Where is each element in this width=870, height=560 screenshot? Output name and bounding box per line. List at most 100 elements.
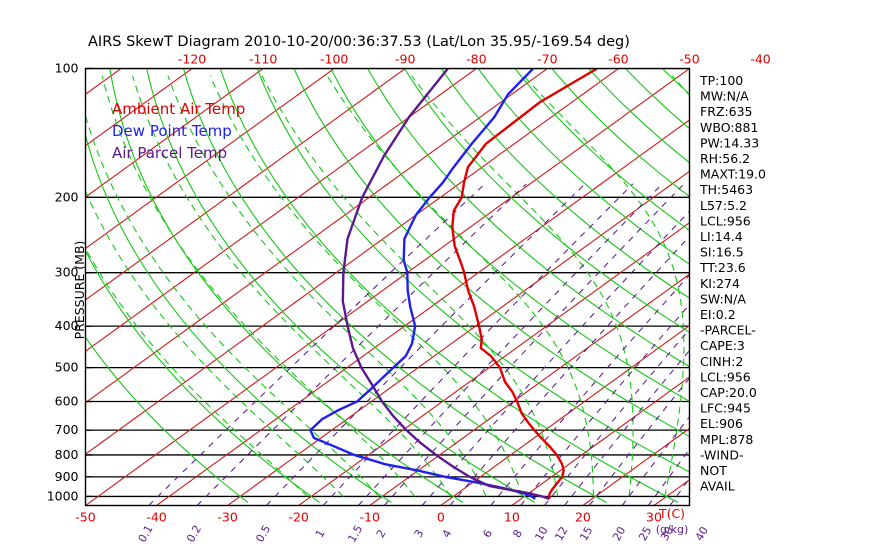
- index-panel-row: EI:0.2: [700, 307, 736, 322]
- moist-adiabat-line: [101, 75, 416, 497]
- pressure-tick-label: 300: [55, 265, 79, 280]
- temperature-tick-label-top: -80: [466, 52, 486, 67]
- mixing-ratio-line: [358, 183, 663, 506]
- isotherm-line: [85, 68, 193, 147]
- temperature-tick-label-bottom: -50: [75, 510, 95, 525]
- moist-adiabat-line: [523, 75, 685, 497]
- index-panel-row: PW:14.33: [700, 135, 759, 150]
- isotherm-line: [227, 170, 690, 506]
- dry-adiabat-line: [256, 68, 690, 473]
- dry-adiabat-line: [293, 68, 690, 438]
- dry-adiabat-line: [551, 68, 690, 198]
- dry-adiabat-line: [85, 336, 249, 503]
- isotherm-line: [440, 324, 690, 506]
- x-axis-label-mixing-ratio: (g/kg): [656, 523, 689, 536]
- pressure-tick-label: 500: [55, 360, 79, 375]
- dry-adiabat-line: [85, 133, 392, 503]
- index-panel-row: CAP:20.0: [700, 385, 757, 400]
- index-panel-row: SW:N/A: [700, 291, 746, 306]
- dry-adiabat-line: [514, 68, 690, 232]
- isotherm-line: [85, 68, 690, 506]
- mixing-ratio-line: [322, 183, 634, 506]
- dry-adiabat-line: [183, 68, 607, 503]
- pressure-tick-label: 600: [55, 393, 79, 408]
- dry-adiabat-line: [404, 68, 690, 333]
- moist-adiabat-line: [85, 190, 344, 497]
- temperature-tick-label-top: -110: [249, 52, 277, 67]
- legend: Ambient Air Temp Dew Point Temp Air Parcel…: [112, 100, 245, 162]
- legend-label-ambient-air-temp: Ambient Air Temp: [112, 100, 245, 118]
- index-panel-row: WBO:881: [700, 120, 758, 135]
- temperature-tick-label-top: -50: [679, 52, 699, 67]
- moist-adiabat-line: [85, 247, 308, 497]
- temperature-tick-label-bottom: 0: [437, 510, 445, 525]
- mixing-ratio-tick-label: 15: [577, 524, 595, 543]
- pressure-tick-label: 400: [55, 318, 79, 333]
- isotherm-line: [85, 68, 406, 301]
- temperature-tick-label-top: -40: [750, 52, 770, 67]
- moist-adiabat-line: [132, 75, 451, 497]
- index-panel-row: -PARCEL-: [700, 323, 756, 338]
- temperature-tick-label-top: -90: [395, 52, 415, 67]
- temperature-tick-label-bottom: -10: [360, 510, 380, 525]
- mixing-ratio-tick-label: 25: [636, 524, 654, 543]
- mixing-ratio-line: [196, 183, 527, 506]
- index-panel-row: -WIND-: [700, 447, 744, 462]
- index-panel-row: CINH:2: [700, 354, 743, 369]
- sounding-index-panel: TP:100MW:N/AFRZ:635WBO:881PW:14.33RH:56.…: [699, 73, 766, 494]
- data-curves: [309, 68, 598, 500]
- mixing-ratio-line: [588, 377, 690, 506]
- page-title: AIRS SkewT Diagram 2010-10-20/00:36:37.5…: [88, 34, 630, 50]
- plot-frame: [84, 67, 691, 507]
- temperature-tick-label-bottom: 30: [646, 510, 662, 525]
- legend-label-dew-point-temp: Dew Point Temp: [112, 122, 232, 140]
- temperature-tick-label-bottom: 10: [504, 510, 520, 525]
- series-air-parcel-temp: [341, 68, 550, 500]
- isotherm-line: [85, 68, 335, 250]
- mixing-ratio-tick-label: 30: [658, 524, 676, 543]
- dry-adiabat-line: [367, 68, 690, 368]
- dry-adiabat-line: [219, 68, 679, 503]
- index-panel-row: TT:23.6: [699, 260, 746, 275]
- index-panel-row: CAPE:3: [700, 338, 745, 353]
- pressure-tick-label: 700: [55, 422, 79, 437]
- isotherm-line: [511, 376, 690, 506]
- mixing-ratio-tick-label: 40: [693, 524, 711, 543]
- series-ambient-air-temp: [451, 68, 598, 499]
- temperature-tick-label-bottom: -20: [288, 510, 308, 525]
- index-panel-row: SI:16.5: [700, 245, 744, 260]
- moist-adiabat-line: [167, 75, 487, 497]
- mixing-ratio-line: [266, 183, 586, 506]
- index-panel-row: KI:274: [700, 276, 740, 291]
- isotherm-line: [85, 68, 548, 404]
- pressure-tick-label: 900: [55, 469, 79, 484]
- dry-adiabat-line: [625, 68, 690, 130]
- index-panel-row: FRZ:635: [700, 104, 753, 119]
- y-axis-label: PRESSURE (MB): [72, 241, 87, 340]
- index-panel-row: MPL:878: [700, 432, 753, 447]
- index-panel-row: TH:5463: [699, 182, 753, 197]
- index-panel-row: LCL:956: [700, 369, 751, 384]
- mixing-ratio-tick-label: 20: [610, 524, 628, 543]
- dry-adiabat-line: [440, 68, 690, 299]
- dry-adiabat-line: [330, 68, 690, 402]
- index-panel-row: TP:100: [699, 73, 743, 88]
- temperature-tick-label-bottom: -30: [217, 510, 237, 525]
- mixing-ratio-tick-label: 10: [532, 524, 550, 543]
- pressure-axis: 100 200 300 400 500 600 700 800 900 1000: [47, 61, 93, 503]
- index-panel-row: LFC:945: [700, 401, 751, 416]
- isotherm-line: [85, 68, 619, 455]
- mixing-ratio-line: [564, 349, 690, 506]
- index-panel-row: RH:56.2: [700, 151, 750, 166]
- dry-adiabat-line: [588, 68, 690, 164]
- index-panel-row: MW:N/A: [700, 89, 749, 104]
- dry-adiabat-line: [85, 249, 320, 503]
- isotherm-line: [298, 222, 690, 506]
- temperature-tick-label-bottom: -40: [146, 510, 166, 525]
- pressure-tick-label: 200: [55, 189, 79, 204]
- temperature-axis-bottom: -50 -40 -30 -20 -10 0 10 20 30: [75, 510, 662, 525]
- grid-layer: [85, 68, 690, 506]
